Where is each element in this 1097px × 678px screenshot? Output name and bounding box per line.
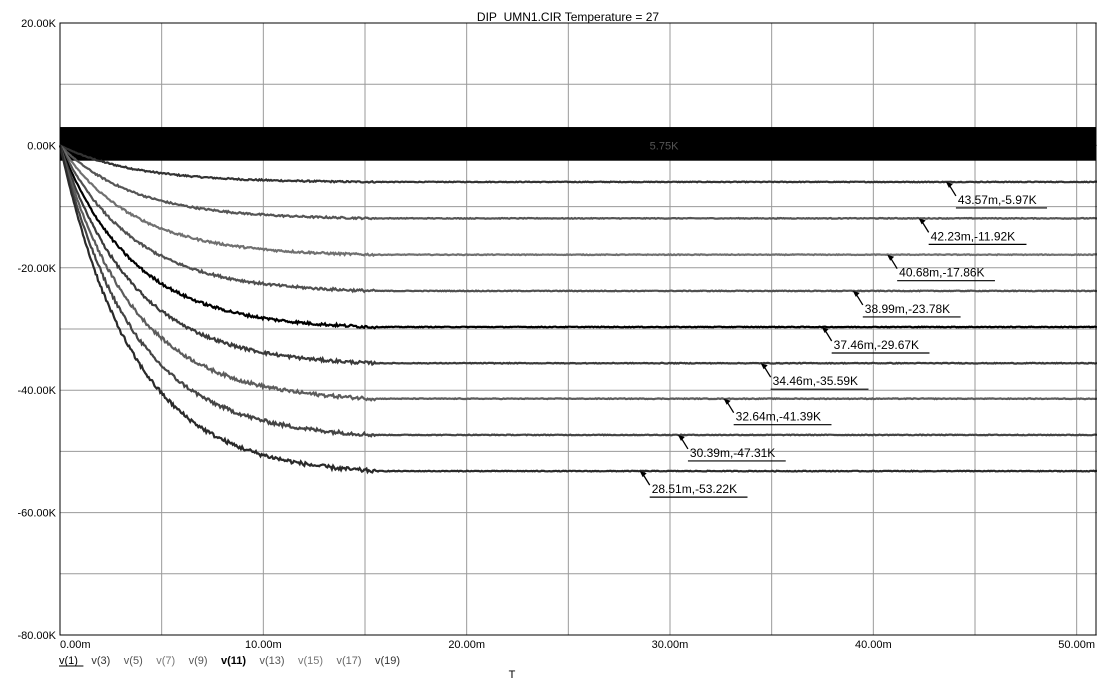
annotation: 32.64m,-41.39K xyxy=(723,398,832,426)
annotation-label: 32.64m,-41.39K xyxy=(736,410,821,424)
annotation-label: 42.23m,-11.92K xyxy=(931,229,1016,243)
annotation: 30.39m,-47.31K xyxy=(677,434,786,462)
x-tick-label: 20.00m xyxy=(448,639,485,651)
series-band xyxy=(60,127,1096,161)
annotation: 42.23m,-11.92K xyxy=(918,218,1027,245)
annotation: 43.57m,-5.97K xyxy=(945,181,1048,209)
series-v17 xyxy=(58,145,1097,438)
series-line xyxy=(58,145,1097,367)
legend[interactable]: v(1) v(3) v(5) v(7) v(9) v(11) v(13) v(15) v(17)… xyxy=(59,655,400,667)
x-axis-label: T xyxy=(509,669,516,678)
annotation-arrowhead xyxy=(852,290,860,297)
x-tick-label: 30.00m xyxy=(652,639,689,651)
series-v7 xyxy=(59,144,1097,258)
annotation-label: 28.51m,-53.22K xyxy=(652,482,737,496)
series-v15 xyxy=(58,145,1097,402)
legend-item[interactable]: v(5) xyxy=(124,655,143,667)
x-tick-label: 0.00m xyxy=(60,639,91,651)
series-v1 xyxy=(60,127,1096,161)
annotation-label: 30.39m,-47.31K xyxy=(690,446,775,460)
annotation-arrowhead xyxy=(821,326,829,333)
series-v11 xyxy=(58,144,1097,330)
legend-item[interactable]: v(17) xyxy=(337,655,362,667)
series-v13 xyxy=(58,145,1097,367)
y-tick-label: -20.00K xyxy=(17,263,56,275)
legend-item[interactable]: v(19) xyxy=(375,655,400,667)
annotation-label: 34.46m,-35.59K xyxy=(773,374,858,388)
annotation-label: 40.68m,-17.86K xyxy=(899,266,984,280)
series-v3 xyxy=(59,144,1097,184)
annotation-arrowhead xyxy=(723,398,731,405)
series-line xyxy=(59,144,1097,184)
legend-item[interactable]: v(15) xyxy=(298,655,323,667)
annotation-arrowhead xyxy=(677,434,685,441)
series-line xyxy=(59,144,1097,258)
annotation-label: 38.99m,-23.78K xyxy=(865,302,950,316)
y-tick-label: -60.00K xyxy=(17,508,56,520)
series-line xyxy=(58,144,1097,330)
series-line xyxy=(59,144,1097,221)
series-v19 xyxy=(58,145,1097,475)
annotation: 38.99m,-23.78K xyxy=(852,290,961,318)
legend-item[interactable]: v(1) xyxy=(59,655,78,667)
annotation-arrowhead xyxy=(918,218,926,225)
annotation: 37.46m,-29.67K xyxy=(821,326,930,354)
y-tick-label: 20.00K xyxy=(21,18,57,30)
annotation-layer: 5.75K 43.57m,-5.97K 42.23m,-11.92K 40.68m,-… xyxy=(639,140,1048,498)
series-v9 xyxy=(59,144,1097,294)
x-tick-label: 50.00m xyxy=(1058,639,1095,651)
plot-border xyxy=(59,22,1097,636)
annotation-arrowhead xyxy=(945,181,953,188)
legend-item[interactable]: v(9) xyxy=(189,655,208,667)
legend-item[interactable]: v(13) xyxy=(260,655,285,667)
y-tick-label: -40.00K xyxy=(17,385,56,397)
y-tick-label: 0.00K xyxy=(27,140,56,152)
y-tick-label: -80.00K xyxy=(17,630,56,642)
annotation-arrowhead xyxy=(760,363,768,370)
legend-item[interactable]: v(3) xyxy=(91,655,110,667)
x-tick-label: 10.00m xyxy=(245,639,282,651)
series-line xyxy=(58,145,1097,402)
annotation: 28.51m,-53.22K xyxy=(639,471,748,498)
x-axis-ticks: 0.00m 10.00m 20.00m 30.00m 40.00m 50.00m xyxy=(60,639,1095,651)
annotation-label: 43.57m,-5.97K xyxy=(958,193,1037,207)
annotation: 34.46m,-35.59K xyxy=(760,363,869,390)
annotation: 40.68m,-17.86K xyxy=(887,254,995,282)
legend-item[interactable]: v(7) xyxy=(156,655,175,667)
series-line xyxy=(58,145,1097,438)
grid xyxy=(59,22,1097,636)
legend-item[interactable]: v(11) xyxy=(221,655,246,667)
chart-title: DIP_UMN1.CIR Temperature = 27 xyxy=(477,10,660,24)
series-v5 xyxy=(59,144,1097,221)
annotation-arrowhead xyxy=(639,471,647,478)
series-layer xyxy=(58,127,1097,475)
annotation-label: 37.46m,-29.67K xyxy=(834,338,919,352)
band-annotation: 5.75K xyxy=(650,140,679,152)
series-line xyxy=(58,145,1097,475)
series-line xyxy=(59,144,1097,294)
x-tick-label: 40.00m xyxy=(855,639,892,651)
y-axis-ticks: 20.00K 0.00K -20.00K -40.00K -60.00K -80.00K xyxy=(17,18,56,642)
annotation-arrowhead xyxy=(887,254,895,261)
